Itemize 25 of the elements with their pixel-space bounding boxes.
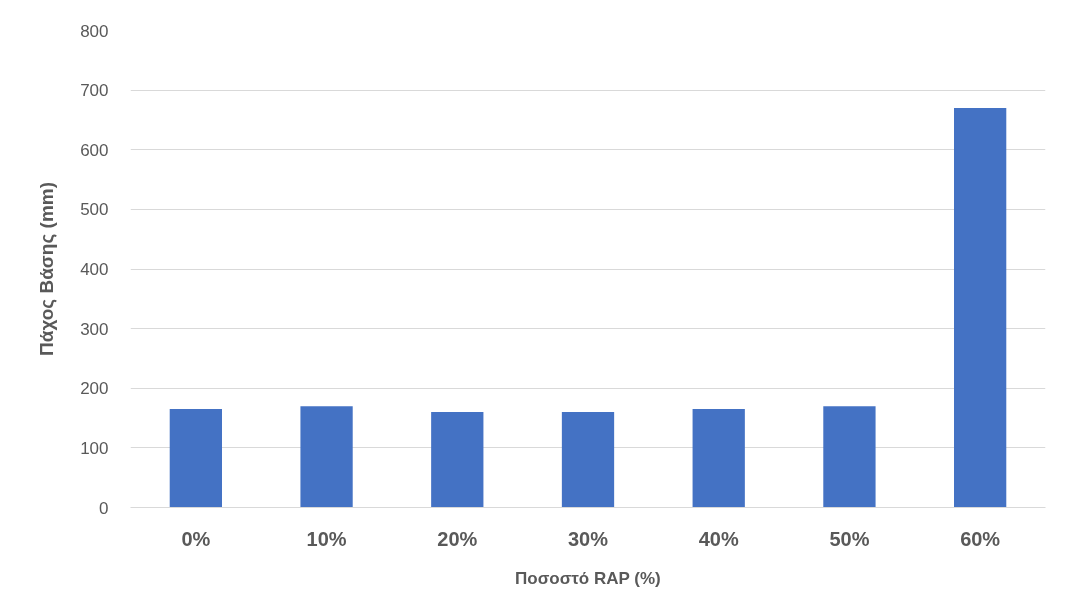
x-tick-label: 10% <box>306 527 347 550</box>
y-tick-label: 600 <box>80 140 109 160</box>
x-tick-label: 20% <box>437 527 478 550</box>
bar <box>300 406 353 508</box>
y-tick-label: 200 <box>80 379 109 399</box>
y-tick-label: 700 <box>80 81 109 101</box>
bar <box>692 409 745 508</box>
bar <box>561 412 615 508</box>
x-tick-label: 0% <box>181 527 211 550</box>
bar <box>169 409 222 508</box>
bar <box>823 406 876 508</box>
x-tick-label: 50% <box>829 527 870 550</box>
x-tick-label: 30% <box>567 527 609 550</box>
y-axis-title: Πάχος Βάσης (mm) <box>36 181 58 357</box>
y-tick-label: 300 <box>80 319 109 339</box>
x-tick-label: 40% <box>698 527 739 550</box>
bar <box>954 108 1007 508</box>
y-tick-label: 800 <box>80 21 109 41</box>
y-tick-label: 100 <box>80 438 109 458</box>
y-tick-label: 400 <box>80 260 109 279</box>
x-tick-label: 60% <box>960 527 1001 550</box>
y-tick-label: 0 <box>99 498 109 518</box>
y-tick-label: 500 <box>80 200 109 220</box>
bar <box>431 412 484 508</box>
x-axis-title: Ποσοστό RAP (%) <box>514 568 661 588</box>
